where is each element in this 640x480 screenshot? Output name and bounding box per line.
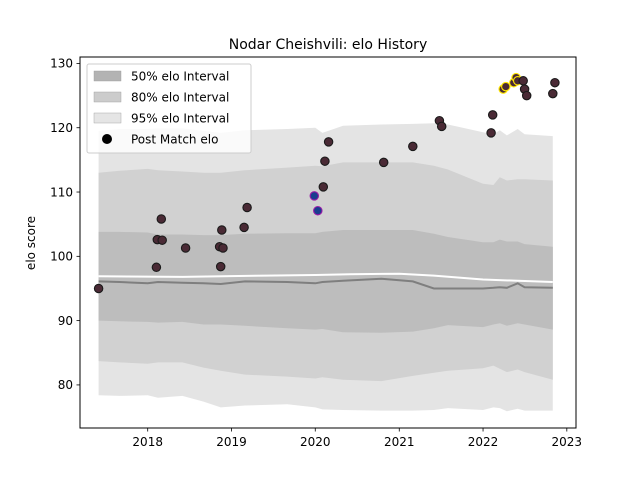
post-match-elo-point — [242, 202, 252, 213]
y-tick-label: 90 — [58, 314, 73, 328]
legend-swatch — [93, 70, 122, 82]
y-tick-label: 120 — [50, 121, 73, 135]
x-tick-label: 2023 — [552, 435, 583, 449]
y-tick-label: 80 — [58, 378, 73, 392]
legend: 50% elo Interval 80% elo Interval 95% elo … — [86, 63, 252, 154]
legend-label: Post Match elo — [131, 132, 218, 146]
legend-box — [86, 63, 252, 154]
post-match-elo-point — [313, 205, 323, 216]
post-match-elo-point — [378, 157, 389, 168]
post-match-elo-point — [436, 121, 447, 132]
post-match-elo-point — [93, 283, 104, 294]
x-tick-label: 2019 — [216, 435, 247, 449]
x-tick-label: 2020 — [300, 435, 331, 449]
post-match-elo-point — [156, 214, 167, 224]
post-match-elo-point — [239, 222, 249, 233]
legend-swatch — [93, 91, 122, 103]
post-match-elo-point — [323, 137, 334, 147]
post-match-elo-point — [157, 235, 167, 245]
plot-frame — [79, 56, 577, 429]
y-tick-label: 100 — [50, 250, 73, 264]
y-tick-label: 110 — [50, 185, 73, 199]
reference-elo-line — [98, 272, 553, 283]
post-match-elo-point — [408, 141, 418, 152]
post-match-elo-point — [550, 77, 560, 88]
post-match-elo-point — [486, 128, 496, 138]
post-match-elo-point — [320, 156, 330, 166]
post-match-elo-point — [180, 243, 191, 253]
post-match-elo-point — [217, 225, 227, 235]
chart-title: Nodar Cheishvili: elo History — [229, 37, 427, 53]
post-match-elo-point — [309, 191, 320, 201]
post-match-elo-point — [548, 88, 558, 99]
plot-area — [93, 72, 560, 412]
legend-label: 95% elo Interval — [131, 111, 229, 125]
post-match-elo-point — [501, 81, 511, 92]
legend-swatch — [93, 112, 122, 124]
legend-label: 80% elo Interval — [131, 90, 229, 104]
post-match-elo-point — [318, 182, 329, 192]
x-tick-label: 2018 — [132, 435, 163, 449]
post-match-elo-point — [218, 243, 228, 253]
median-elo-line — [98, 277, 553, 290]
legend-marker — [102, 134, 112, 144]
post-match-elo-point — [487, 110, 498, 120]
post-match-elo-point — [518, 76, 528, 86]
x-tick-label: 2022 — [468, 435, 499, 449]
y-axis-label: elo score — [24, 216, 38, 270]
post-match-elo-point — [215, 261, 226, 272]
post-match-elo-point — [151, 262, 162, 273]
legend-label: 50% elo Interval — [131, 69, 229, 83]
post-match-elo-point — [521, 90, 532, 101]
axes: 80 90 100 110 120 130 2018 2019 2020 2021 2022 2023 — [50, 56, 583, 449]
y-tick-label: 130 — [50, 57, 73, 71]
x-tick-label: 2021 — [384, 435, 415, 449]
